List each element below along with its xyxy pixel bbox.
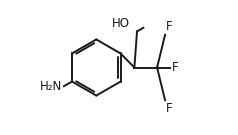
Text: F: F: [172, 61, 178, 74]
Text: HO: HO: [111, 17, 129, 30]
Text: F: F: [166, 20, 172, 33]
Text: F: F: [166, 102, 172, 115]
Text: H₂N: H₂N: [40, 80, 63, 93]
